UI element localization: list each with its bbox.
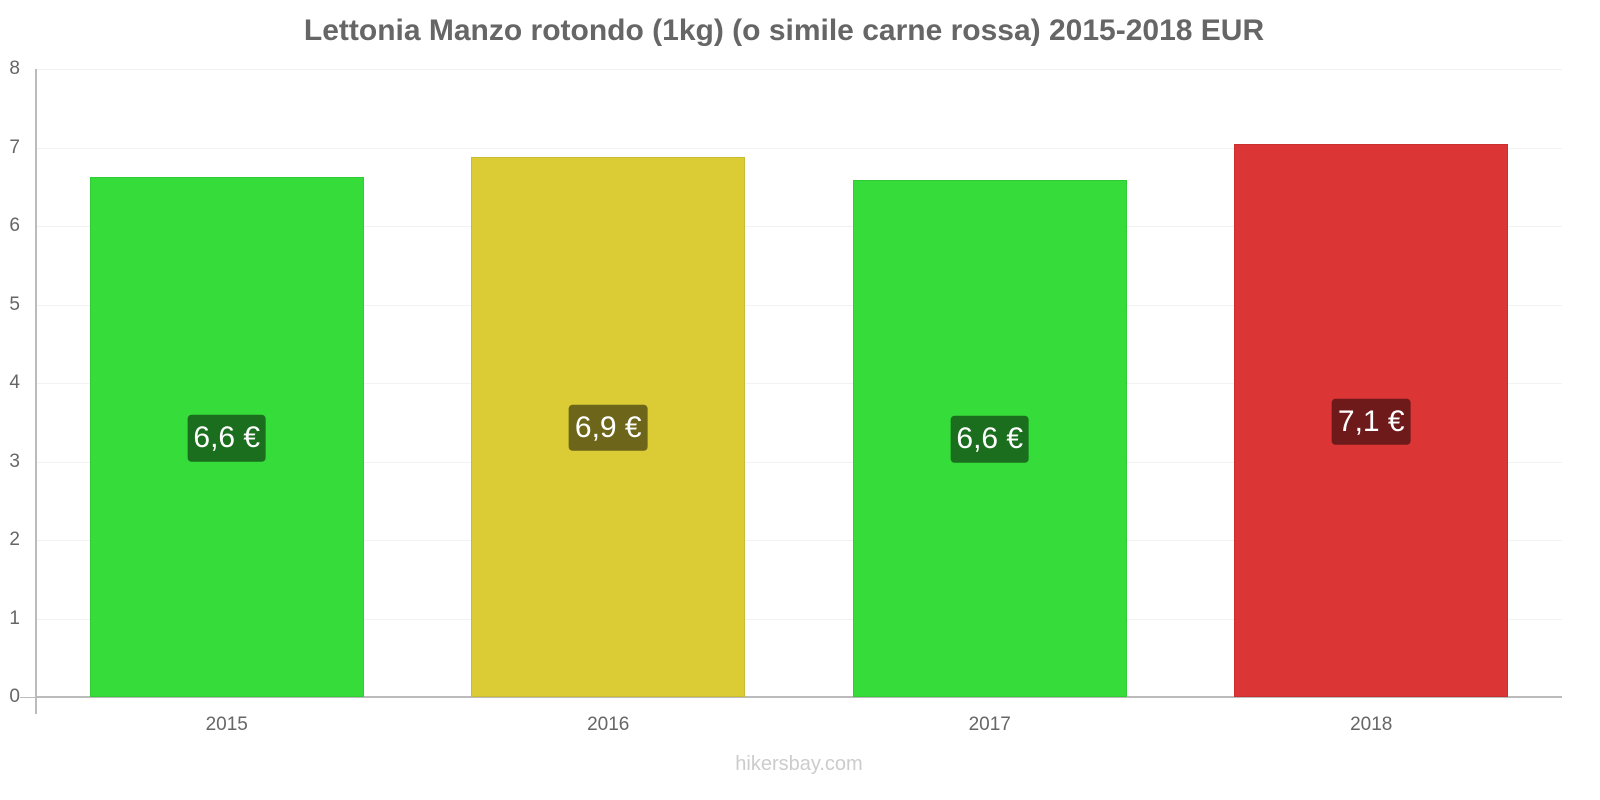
bar-2016[interactable]: 6,9 € <box>471 156 746 697</box>
y-tick-label: 1 <box>9 607 20 629</box>
x-tick-label: 2015 <box>205 714 248 735</box>
x-axis-line <box>35 696 1562 698</box>
gridline <box>36 618 1562 620</box>
gridline <box>36 540 1562 541</box>
y-axis-line <box>35 69 37 714</box>
bar-value-label: 6,6 € <box>950 416 1030 463</box>
bar-value-label: 7,1 € <box>1331 398 1411 445</box>
watermark: hikersbay.com <box>735 753 863 775</box>
gridline <box>36 226 1562 227</box>
chart-title: Lettonia Manzo rotondo (1kg) (o simile c… <box>303 14 1265 47</box>
y-tick-label: 7 <box>9 136 20 158</box>
y-tick-label: 8 <box>9 58 20 79</box>
y-tick-mark <box>20 696 35 698</box>
gridline <box>36 304 1562 306</box>
bar-2017[interactable]: 6,6 € <box>852 179 1127 697</box>
y-tick-label: 5 <box>9 293 20 315</box>
bar-2018[interactable]: 7,1 € <box>1234 144 1509 697</box>
gridline <box>36 69 1562 70</box>
gridline <box>36 383 1562 384</box>
y-tick-label: 0 <box>9 686 20 707</box>
bar-2015[interactable]: 6,6 € <box>89 177 364 697</box>
bar-value-label: 6,9 € <box>568 404 648 452</box>
x-tick-label: 2017 <box>968 714 1011 735</box>
x-tick-label: 2018 <box>1350 714 1393 735</box>
gridline <box>36 147 1562 149</box>
y-tick-label: 2 <box>9 529 20 550</box>
y-tick-label: 6 <box>9 215 20 236</box>
y-tick-label: 4 <box>9 372 20 393</box>
x-tick-label: 2016 <box>587 714 630 735</box>
y-tick-label: 3 <box>9 450 20 472</box>
gridline <box>36 461 1562 463</box>
bar-value-label: 6,6 € <box>187 414 267 462</box>
